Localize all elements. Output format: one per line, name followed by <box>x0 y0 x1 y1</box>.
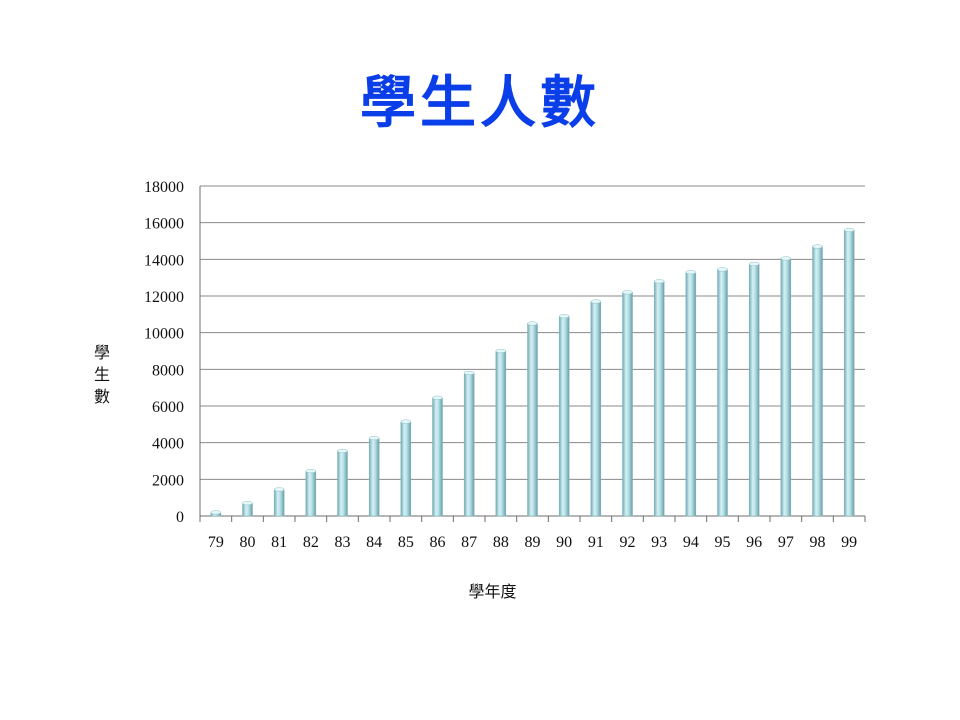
y-tick-label: 4000 <box>152 436 184 453</box>
bar <box>305 470 317 517</box>
bar <box>527 323 538 517</box>
y-tick-label: 12000 <box>144 289 184 306</box>
bar-cap <box>337 448 348 453</box>
x-tick-label: 87 <box>461 534 477 551</box>
bar <box>622 292 633 517</box>
bar <box>368 437 380 517</box>
x-tick-label: 84 <box>366 534 382 551</box>
x-tick-label: 98 <box>810 534 826 551</box>
slide-title: 學生人數 <box>360 71 600 136</box>
bar-cap <box>812 244 823 249</box>
bar-cap <box>527 321 538 326</box>
y-tick-label: 14000 <box>144 252 184 269</box>
y-tick-label: 10000 <box>144 326 184 343</box>
bar-cap <box>210 510 222 515</box>
bar <box>590 301 602 517</box>
bar-cap <box>463 370 475 376</box>
x-tick-label: 93 <box>651 534 667 551</box>
bar-cap <box>653 279 665 284</box>
bar <box>495 350 507 517</box>
x-tick-label: 79 <box>208 534 224 551</box>
bar-cap <box>748 261 760 266</box>
x-tick-label: 83 <box>335 534 351 551</box>
x-tick-label: 81 <box>271 534 287 551</box>
bar-cap <box>495 348 507 354</box>
bar-cap <box>273 487 285 492</box>
bar-cap <box>622 290 633 295</box>
x-tick-label: 82 <box>303 534 319 551</box>
bar-cap <box>432 395 443 400</box>
bar-cap <box>400 419 412 424</box>
x-tick-label: 97 <box>778 534 794 551</box>
bar-cap <box>305 469 317 474</box>
bar <box>432 397 443 517</box>
x-axis-label: 學年度 <box>468 582 516 601</box>
bar-cap <box>368 436 380 441</box>
bar <box>717 269 728 517</box>
x-tick-label: 90 <box>556 534 572 551</box>
bar-cap <box>717 267 728 272</box>
x-tick-label: 86 <box>430 534 446 551</box>
x-tick-label: 99 <box>841 534 857 551</box>
y-tick-label: 6000 <box>152 399 184 416</box>
y-tick-label: 16000 <box>144 216 184 233</box>
bar <box>685 271 697 517</box>
x-tick-label: 94 <box>683 534 699 551</box>
student-count-chart: 0 2000 4000 6000 8000 10000 12000 14000 16000 180… <box>94 179 866 601</box>
bar <box>558 315 570 517</box>
x-tick-label: 95 <box>715 534 731 551</box>
y-tick-label: 2000 <box>152 472 184 489</box>
bar <box>748 263 760 517</box>
y-tick-label: 8000 <box>152 362 184 379</box>
bar <box>463 372 475 517</box>
bar <box>780 258 792 517</box>
bar <box>653 281 665 517</box>
bar-cap <box>780 256 792 261</box>
bar-cap <box>843 227 855 233</box>
bar-cap <box>590 299 602 304</box>
bar <box>812 246 823 517</box>
bar <box>337 450 348 517</box>
y-tick-label: 0 <box>176 509 184 526</box>
bar <box>400 421 412 517</box>
x-tick-label: 91 <box>588 534 604 551</box>
bar-cap <box>685 270 697 275</box>
bar-cap <box>242 501 253 506</box>
bar <box>843 229 855 517</box>
bar <box>273 489 285 517</box>
x-tick-label: 96 <box>746 534 762 551</box>
y-axis-label: 學生數 <box>94 343 110 406</box>
x-tick-label: 88 <box>493 534 509 551</box>
bar-cap <box>558 314 570 319</box>
x-tick-label: 92 <box>620 534 636 551</box>
x-tick-label: 85 <box>398 534 414 551</box>
y-tick-label: 18000 <box>144 179 184 196</box>
x-tick-label: 89 <box>525 534 541 551</box>
x-tick-label: 80 <box>240 534 256 551</box>
